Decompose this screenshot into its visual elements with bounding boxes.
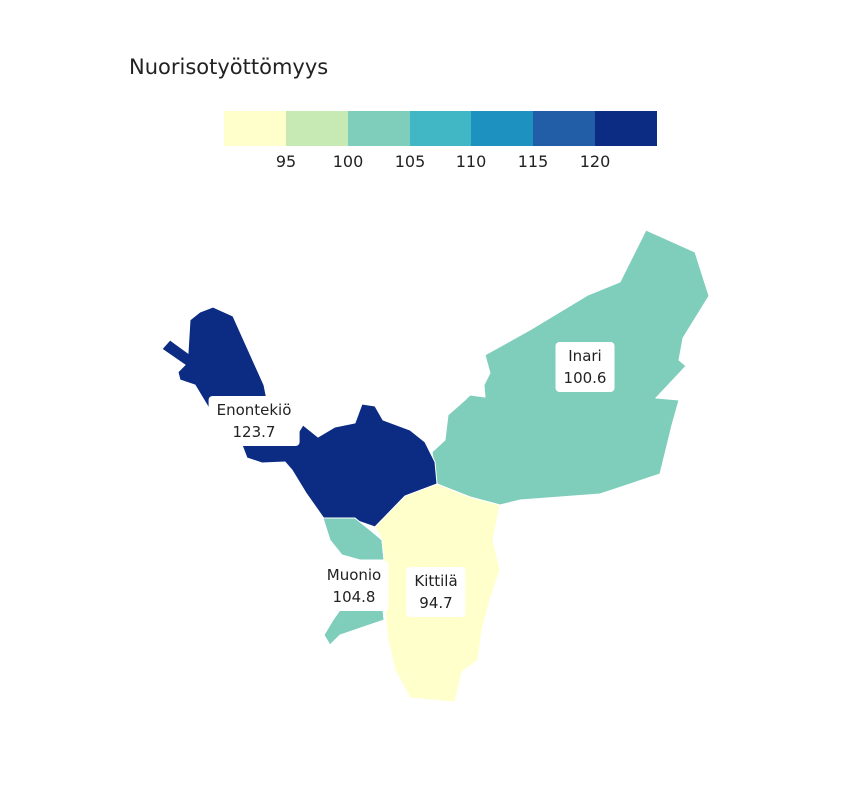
legend-ticks: 95 100 105 110 115 120 <box>224 152 657 176</box>
label-inari: Inari 100.6 <box>555 342 615 392</box>
legend-tick: 95 <box>275 152 297 171</box>
legend-bin-6 <box>533 111 596 146</box>
legend-tick: 100 <box>332 152 364 171</box>
region-enontekio[interactable] <box>161 306 438 528</box>
legend-tick: 120 <box>579 152 611 171</box>
legend-bin-5 <box>471 111 534 146</box>
label-muonio: Muonio 104.8 <box>318 561 390 611</box>
legend-tick: 105 <box>394 152 426 171</box>
label-muonio-value: 104.8 <box>332 588 376 606</box>
label-enontekio-value: 123.7 <box>232 423 276 441</box>
label-inari-name: Inari <box>568 347 602 365</box>
legend-tick: 110 <box>455 152 487 171</box>
legend-bin-4 <box>409 111 472 146</box>
legend-bin-1 <box>224 111 286 146</box>
legend-bin-2 <box>285 111 348 146</box>
label-kittila-value: 94.7 <box>419 594 453 612</box>
label-inari-value: 100.6 <box>563 369 607 387</box>
label-kittila-name: Kittilä <box>414 572 458 590</box>
label-muonio-name: Muonio <box>326 566 382 584</box>
label-enontekio: Enontekiö 123.7 <box>208 396 300 446</box>
legend-bin-7 <box>595 111 658 146</box>
legend-tick: 115 <box>517 152 549 171</box>
map-title: Nuorisotyöttömyys <box>129 55 329 79</box>
legend-bin-3 <box>347 111 410 146</box>
label-enontekio-name: Enontekiö <box>216 401 292 419</box>
label-kittila: Kittilä 94.7 <box>406 567 466 617</box>
color-legend <box>224 111 658 146</box>
